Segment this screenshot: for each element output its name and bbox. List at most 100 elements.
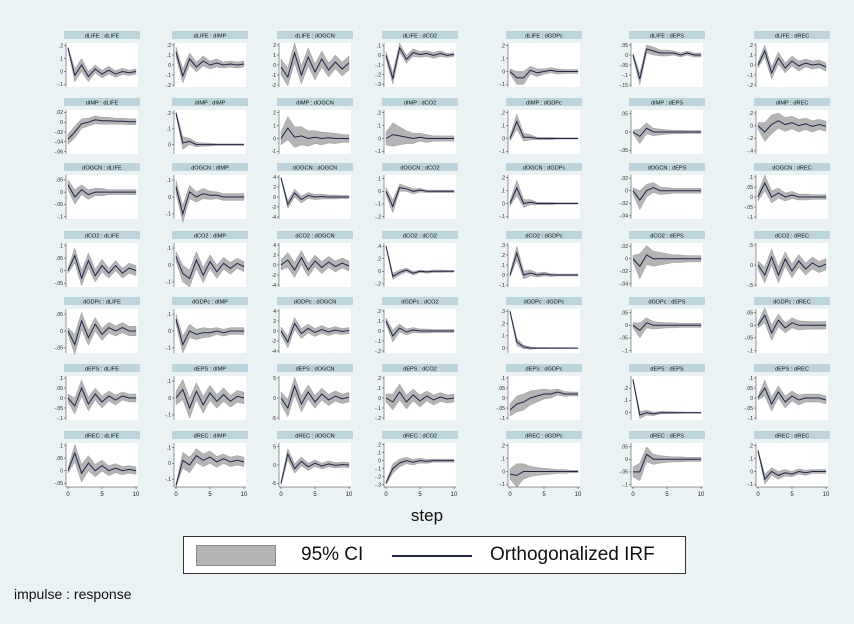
irf-line <box>632 48 701 80</box>
y-tick-label: 4 <box>273 175 276 181</box>
ci-band <box>175 180 245 224</box>
panel-title-bg <box>754 364 830 372</box>
irf-panel: dIMP : dREC -.4 -.2 0 .2 <box>747 98 830 155</box>
y-tick-label: -.1 <box>499 149 505 155</box>
panel-title: dEPS : dLIFE <box>85 367 119 373</box>
panel-title: dGDPc : dIMP <box>192 300 228 306</box>
y-tick-label: -.2 <box>375 72 381 78</box>
x-tick-label: 5 <box>542 492 546 498</box>
x-tick-label: 0 <box>174 492 178 498</box>
y-tick-label: 0 <box>168 263 171 269</box>
y-tick-label: 1 <box>273 53 276 59</box>
y-tick-label: .1 <box>377 386 381 392</box>
ci-band <box>385 383 455 411</box>
panel-title: dGDPc : dLIFE <box>83 300 121 306</box>
ci-band <box>67 443 137 483</box>
y-tick-label: 0 <box>273 195 276 201</box>
panel-title: dEPS : dOGCN <box>296 367 335 373</box>
y-tick-label: .1 <box>377 44 381 50</box>
y-tick-label: .05 <box>498 386 505 392</box>
panel-title-bg <box>172 31 248 39</box>
panel-title-bg <box>629 231 705 239</box>
irf-panel: dOGCN : dLIFE -.1 -.05 0 .05 <box>54 163 140 220</box>
y-tick-label: 0 <box>502 346 505 352</box>
panel-title-bg <box>382 297 458 305</box>
panel-title-bg <box>172 297 248 305</box>
y-tick-label: 0 <box>750 263 753 269</box>
plot-area <box>384 243 456 287</box>
panel-title-bg <box>629 431 705 439</box>
panel-title-bg <box>506 431 582 439</box>
panel-title: dREC : dOGCN <box>295 434 334 440</box>
panel-title-bg <box>277 31 353 39</box>
y-tick-label: -.1 <box>747 482 753 488</box>
irf-line <box>757 450 826 481</box>
y-tick-label: 0 <box>750 63 753 69</box>
y-tick-label: .2 <box>59 43 63 49</box>
ci-band <box>280 116 350 148</box>
y-tick-label: .05 <box>56 456 63 462</box>
y-tick-label: -.1 <box>375 406 381 412</box>
panel-title: dCO2 : dIMP <box>194 234 227 240</box>
y-tick-label: .1 <box>59 443 63 449</box>
y-tick-label: -.1 <box>165 280 171 286</box>
panel-title-bg <box>64 163 140 171</box>
panel-title: dGDPc : dEPS <box>649 300 686 306</box>
y-tick-label: .02 <box>621 244 628 250</box>
y-tick-label: .05 <box>621 445 628 451</box>
irf-panel: dEPS : dEPS 0 .1 .2 <box>624 364 705 420</box>
y-tick-label: 2 <box>273 253 276 259</box>
panel-title-bg <box>506 163 582 171</box>
y-tick-label: -.05 <box>619 148 628 154</box>
panel-title: dREC : dLIFE <box>85 434 120 440</box>
irf-line <box>509 69 578 79</box>
y-tick-label: .02 <box>56 110 63 116</box>
y-tick-label: -.05 <box>54 481 63 487</box>
irf-line <box>757 181 826 198</box>
irf-panel: dCO2 : dEPS -.04 -.02 0 .02 <box>619 231 705 288</box>
y-tick-label: 0 <box>625 53 628 59</box>
y-tick-label: -.1 <box>747 73 753 79</box>
x-tick-label: 0 <box>66 492 70 498</box>
y-tick-label: 0 <box>750 323 753 329</box>
irf-line <box>632 379 701 416</box>
y-tick-label: .1 <box>167 127 171 133</box>
ci-band <box>280 376 350 418</box>
y-tick-label: .2 <box>501 443 505 449</box>
irf-line <box>633 453 701 473</box>
y-tick-label: 0 <box>273 263 276 269</box>
x-tick-label: 10 <box>241 492 248 498</box>
panel-title: dGDPc : dREC <box>773 300 811 306</box>
y-tick-label: -.05 <box>744 406 753 412</box>
y-tick-label: .1 <box>377 450 381 456</box>
y-tick-label: .1 <box>501 123 505 129</box>
irf-line <box>67 386 136 407</box>
irf-line <box>509 186 578 205</box>
irf-line <box>175 256 245 280</box>
panel-title: dIMP : dLIFE <box>86 101 119 107</box>
x-tick-label: 10 <box>346 492 353 498</box>
y-tick-label: -.1 <box>375 202 381 208</box>
y-tick-label: .1 <box>501 376 505 382</box>
y-tick-label: 0 <box>625 323 628 329</box>
ci-band <box>632 317 702 339</box>
ci-band <box>175 314 245 354</box>
panel-title: dEPS : dIMP <box>194 367 226 373</box>
ci-band <box>757 307 827 341</box>
y-tick-label: .1 <box>501 334 505 340</box>
impulse-response-note: impulse : response <box>14 586 132 602</box>
y-tick-label: 0 <box>378 136 381 142</box>
panel-title-bg <box>629 98 705 106</box>
panel-title: dREC : dCO2 <box>403 434 437 440</box>
panel-title: dGDPc : dOGCN <box>294 300 337 306</box>
y-tick-label: .2 <box>749 43 753 49</box>
panel-title: dOGCN : dREC <box>772 166 811 172</box>
irf-line <box>67 184 136 198</box>
irf-line <box>509 251 578 276</box>
irf-panel: dEPS : dREC -.1 -.05 0 .05 .1 <box>744 364 830 422</box>
y-tick-label: 0 <box>378 189 381 195</box>
y-tick-label: 4 <box>273 243 276 249</box>
x-tick-label: 5 <box>790 492 794 498</box>
y-tick-label: -.2 <box>375 282 381 288</box>
ci-band <box>757 174 827 204</box>
